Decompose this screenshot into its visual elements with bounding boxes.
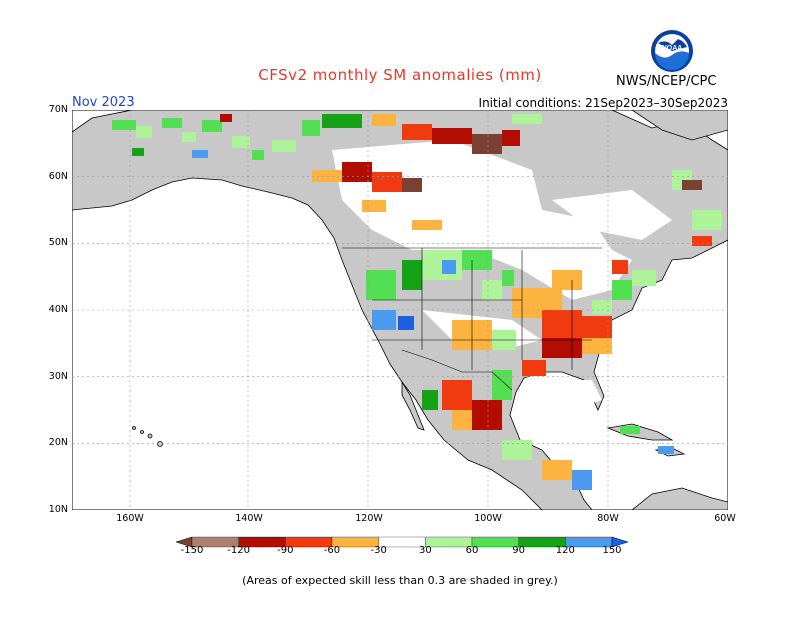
logo-text: NOAA: [662, 45, 683, 52]
forecast-month: Nov 2023: [72, 95, 135, 110]
colorbar-tick-label: -150: [180, 545, 204, 556]
map-title: CFSv2 monthly SM anomalies (mm): [258, 66, 542, 84]
lat-label: 50N: [48, 237, 68, 248]
lat-label: 30N: [48, 371, 68, 382]
colorbar-legend: [176, 536, 628, 548]
colorbar-tick-label: 120: [555, 545, 575, 556]
baja-land: [401, 380, 425, 431]
colorbar-tick-label: 30: [418, 545, 432, 556]
agency-label: NWS/NCEP/CPC: [616, 74, 717, 89]
lat-label: 70N: [48, 104, 68, 115]
colorbar-tick-label: -120: [227, 545, 250, 556]
colorbar-tick-label: -90: [277, 545, 294, 556]
lat-label: 40N: [48, 304, 68, 315]
lat-label: 20N: [48, 437, 68, 448]
south-america-land: [631, 487, 728, 510]
colorbar-tick-label: -60: [323, 545, 341, 556]
lat-label: 60N: [48, 171, 68, 182]
colorbar-segments: [176, 536, 628, 548]
lon-label: 100W: [474, 513, 502, 524]
lon-label: 160W: [116, 513, 144, 524]
map-panel: [72, 110, 728, 510]
lon-label: 80W: [597, 513, 619, 524]
initial-conditions: Initial conditions: 21Sep2023–30Sep2023: [478, 96, 728, 110]
lon-label: 60W: [714, 513, 736, 524]
colorbar-tick-label: 60: [465, 545, 479, 556]
north-america-land: [72, 110, 728, 510]
arctic-islands-land: [631, 110, 728, 141]
colorbar-tick-label: 150: [602, 545, 622, 556]
lat-label: 10N: [48, 504, 68, 515]
anomaly-cells: [112, 114, 722, 490]
graticule: [72, 110, 728, 510]
colorbar-segment: [611, 536, 628, 548]
political-borders: [342, 247, 602, 391]
colorbar-tick-label: -30: [370, 545, 387, 556]
colorbar-tick-label: 90: [512, 545, 526, 556]
noaa-logo-icon: NOAA: [651, 30, 693, 72]
lon-label: 120W: [355, 513, 383, 524]
skill-note: (Areas of expected skill less than 0.3 a…: [242, 574, 558, 587]
lon-label: 140W: [235, 513, 263, 524]
